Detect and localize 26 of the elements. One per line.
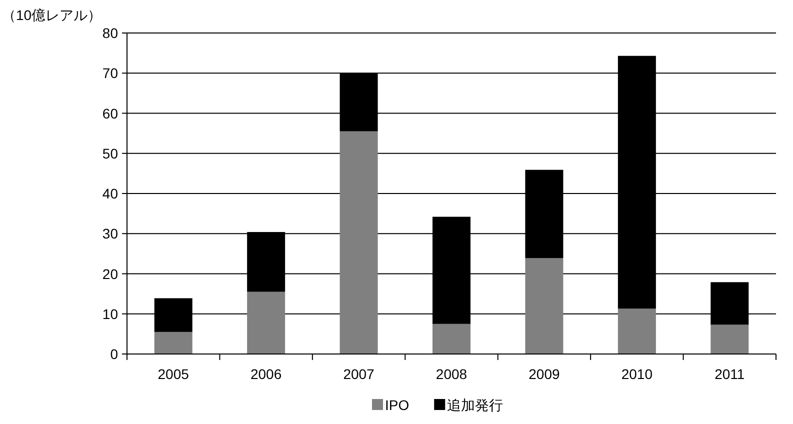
bar	[154, 332, 192, 354]
y-tick-label: 0	[110, 346, 118, 362]
y-tick-label: 60	[102, 105, 118, 122]
x-tick-label: 2006	[250, 366, 282, 382]
bar	[432, 324, 470, 354]
y-tick-label: 10	[102, 306, 118, 322]
legend-label: IPO	[385, 397, 410, 413]
x-tick-label: 2007	[343, 366, 375, 382]
bar	[618, 308, 656, 354]
y-tick-label: 20	[102, 266, 118, 282]
y-tick-label: 70	[102, 65, 118, 82]
x-tick-label: 2008	[436, 366, 468, 382]
x-tick-label: 2009	[528, 366, 560, 382]
y-tick-label: 50	[102, 145, 118, 162]
bar	[710, 324, 749, 354]
bar	[340, 131, 378, 354]
bar	[247, 292, 286, 354]
bar	[525, 258, 564, 354]
x-tick-label: 2005	[158, 366, 190, 382]
y-tick-label: 30	[102, 226, 118, 242]
y-axis-title: （10億レアル）	[2, 7, 102, 23]
y-tick-label: 40	[102, 186, 118, 202]
legend-label: 追加発行	[447, 397, 504, 413]
x-tick-label: 2010	[621, 366, 653, 382]
y-tick-label: 80	[102, 25, 118, 41]
x-tick-label: 2011	[714, 366, 745, 382]
